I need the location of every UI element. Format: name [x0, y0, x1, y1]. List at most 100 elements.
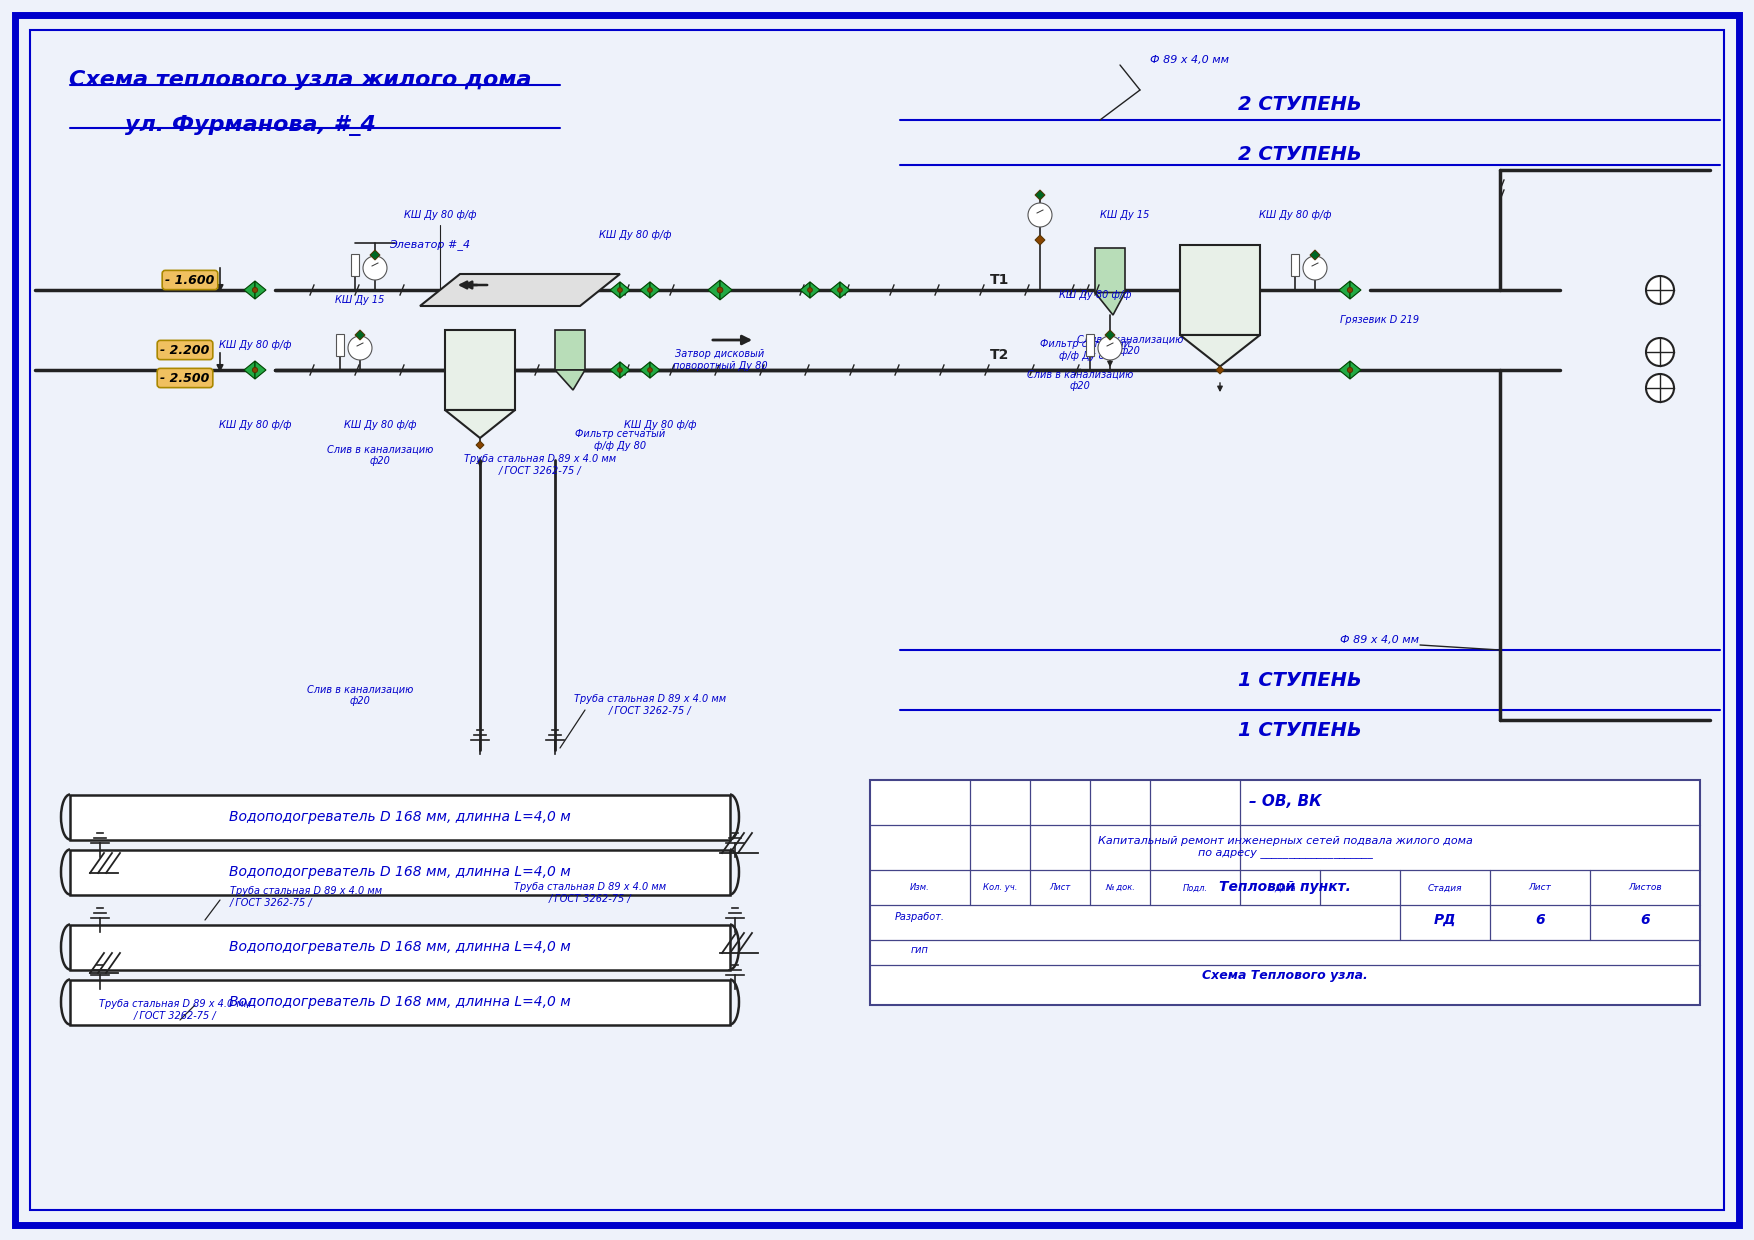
Text: Труба стальная D 89 x 4.0 мм
/ ГОСТ 3262-75 /: Труба стальная D 89 x 4.0 мм / ГОСТ 3262… — [574, 694, 726, 715]
Polygon shape — [840, 281, 851, 298]
Circle shape — [1098, 336, 1123, 360]
Text: КШ Ду 15: КШ Ду 15 — [1100, 210, 1149, 219]
Text: – ОВ, ВК: – ОВ, ВК — [1249, 795, 1321, 810]
Polygon shape — [651, 281, 660, 298]
Circle shape — [347, 336, 372, 360]
Bar — [1086, 334, 1094, 356]
Polygon shape — [1351, 281, 1361, 299]
Polygon shape — [610, 281, 619, 298]
Bar — [70, 925, 730, 970]
Text: Фильтр сетчатый
ф/ф Ду 80: Фильтр сетчатый ф/ф Ду 80 — [575, 429, 665, 451]
Polygon shape — [244, 281, 254, 299]
Text: Труба стальная D 89 x 4.0 мм
/ ГОСТ 3262-75 /: Труба стальная D 89 x 4.0 мм / ГОСТ 3262… — [514, 882, 667, 904]
Polygon shape — [830, 281, 840, 298]
Bar — [70, 980, 730, 1025]
Polygon shape — [370, 250, 381, 260]
Text: Капитальный ремонт инженерных сетей подвала жилого дома
по адресу ______________: Капитальный ремонт инженерных сетей подв… — [1098, 836, 1472, 858]
Text: Кол. уч.: Кол. уч. — [982, 883, 1017, 893]
Text: Разработ.: Разработ. — [895, 911, 945, 923]
Text: гип: гип — [910, 945, 930, 955]
Text: Труба стальная D 89 x 4.0 мм
/ ГОСТ 3262-75 /: Труба стальная D 89 x 4.0 мм / ГОСТ 3262… — [230, 887, 382, 908]
Text: Водоподогреватель D 168 мм, длинна L=4,0 м: Водоподогреватель D 168 мм, длинна L=4,0… — [230, 866, 570, 879]
Text: Лист: Лист — [1528, 883, 1552, 893]
Polygon shape — [1310, 250, 1321, 260]
Bar — [870, 780, 1700, 1004]
Text: Дата: Дата — [1273, 883, 1296, 893]
Text: Схема Теплового узла.: Схема Теплового узла. — [1201, 968, 1368, 982]
Text: Тепловой пункт.: Тепловой пункт. — [1219, 880, 1351, 894]
Text: Фильтр сетчатый
ф/ф Ду 80: Фильтр сетчатый ф/ф Ду 80 — [1040, 340, 1130, 361]
Circle shape — [253, 367, 258, 372]
Text: КШ Ду 15: КШ Ду 15 — [335, 295, 384, 305]
Text: Элеватор #_4: Элеватор #_4 — [389, 239, 470, 250]
Polygon shape — [619, 362, 630, 378]
Text: Водоподогреватель D 168 мм, длинна L=4,0 м: Водоподогреватель D 168 мм, длинна L=4,0… — [230, 810, 570, 825]
Text: КШ Ду 80 ф/ф: КШ Ду 80 ф/ф — [598, 229, 672, 241]
Bar — [1180, 246, 1259, 335]
Text: - 1.600: - 1.600 — [165, 274, 214, 286]
Circle shape — [617, 288, 623, 293]
Polygon shape — [709, 280, 719, 300]
Circle shape — [1303, 255, 1328, 280]
Text: 1 СТУПЕНЬ: 1 СТУПЕНЬ — [1238, 671, 1361, 689]
Bar — [351, 254, 360, 277]
Text: 6: 6 — [1535, 913, 1545, 928]
Polygon shape — [475, 441, 484, 449]
Text: - 2.500: - 2.500 — [160, 372, 210, 384]
Polygon shape — [1105, 330, 1116, 340]
Polygon shape — [651, 362, 660, 378]
Circle shape — [1645, 339, 1673, 366]
Polygon shape — [254, 361, 267, 379]
Bar — [337, 334, 344, 356]
Text: РД: РД — [1433, 913, 1456, 928]
Polygon shape — [1338, 361, 1351, 379]
Bar — [1094, 248, 1124, 293]
Text: Затвор дисковый
поворотный Ду 80: Затвор дисковый поворотный Ду 80 — [674, 350, 766, 371]
Text: Ф 89 х 4,0 мм: Ф 89 х 4,0 мм — [1340, 635, 1419, 645]
Polygon shape — [1216, 366, 1224, 374]
Text: Слив в канализацию
ф20: Слив в канализацию ф20 — [326, 444, 433, 466]
Polygon shape — [1351, 361, 1361, 379]
Polygon shape — [419, 274, 619, 306]
Circle shape — [807, 288, 812, 293]
Circle shape — [363, 255, 388, 280]
Polygon shape — [254, 281, 267, 299]
Text: ул. Фурманова, #_4: ул. Фурманова, #_4 — [125, 114, 375, 135]
Circle shape — [617, 367, 623, 372]
Bar — [446, 330, 516, 410]
Polygon shape — [640, 362, 651, 378]
Circle shape — [838, 288, 842, 293]
Bar — [70, 795, 730, 839]
Polygon shape — [554, 370, 586, 391]
Text: Лист: Лист — [1049, 883, 1070, 893]
Text: Стадия: Стадия — [1428, 883, 1463, 893]
Text: Листов: Листов — [1628, 883, 1661, 893]
Polygon shape — [354, 330, 365, 340]
Polygon shape — [1035, 236, 1045, 246]
Circle shape — [1347, 288, 1352, 293]
Text: Т1: Т1 — [991, 273, 1010, 286]
Circle shape — [717, 288, 723, 293]
Polygon shape — [1094, 293, 1124, 315]
Text: КШ Ду 80 ф/ф: КШ Ду 80 ф/ф — [624, 420, 696, 430]
Text: КШ Ду 80 ф/ф: КШ Ду 80 ф/ф — [1059, 290, 1131, 300]
Text: 1 СТУПЕНЬ: 1 СТУПЕНЬ — [1238, 720, 1361, 739]
Text: КШ Ду 80 ф/ф: КШ Ду 80 ф/ф — [1259, 210, 1331, 219]
Polygon shape — [1035, 190, 1045, 200]
Text: Ф 89 х 4,0 мм: Ф 89 х 4,0 мм — [1151, 55, 1230, 64]
Circle shape — [1645, 277, 1673, 304]
Circle shape — [253, 288, 258, 293]
Text: 2 СТУПЕНЬ: 2 СТУПЕНЬ — [1238, 145, 1361, 165]
Text: Слив в канализацию
ф20: Слив в канализацию ф20 — [1077, 335, 1184, 356]
Polygon shape — [719, 280, 731, 300]
Bar — [554, 330, 586, 370]
Circle shape — [1028, 203, 1052, 227]
Polygon shape — [1338, 281, 1351, 299]
Text: Слив в канализацию
ф20: Слив в канализацию ф20 — [307, 684, 414, 706]
Polygon shape — [610, 362, 619, 378]
Bar — [70, 849, 730, 895]
Polygon shape — [800, 281, 810, 298]
Polygon shape — [1180, 335, 1259, 367]
Polygon shape — [619, 281, 630, 298]
Text: 6: 6 — [1640, 913, 1651, 928]
